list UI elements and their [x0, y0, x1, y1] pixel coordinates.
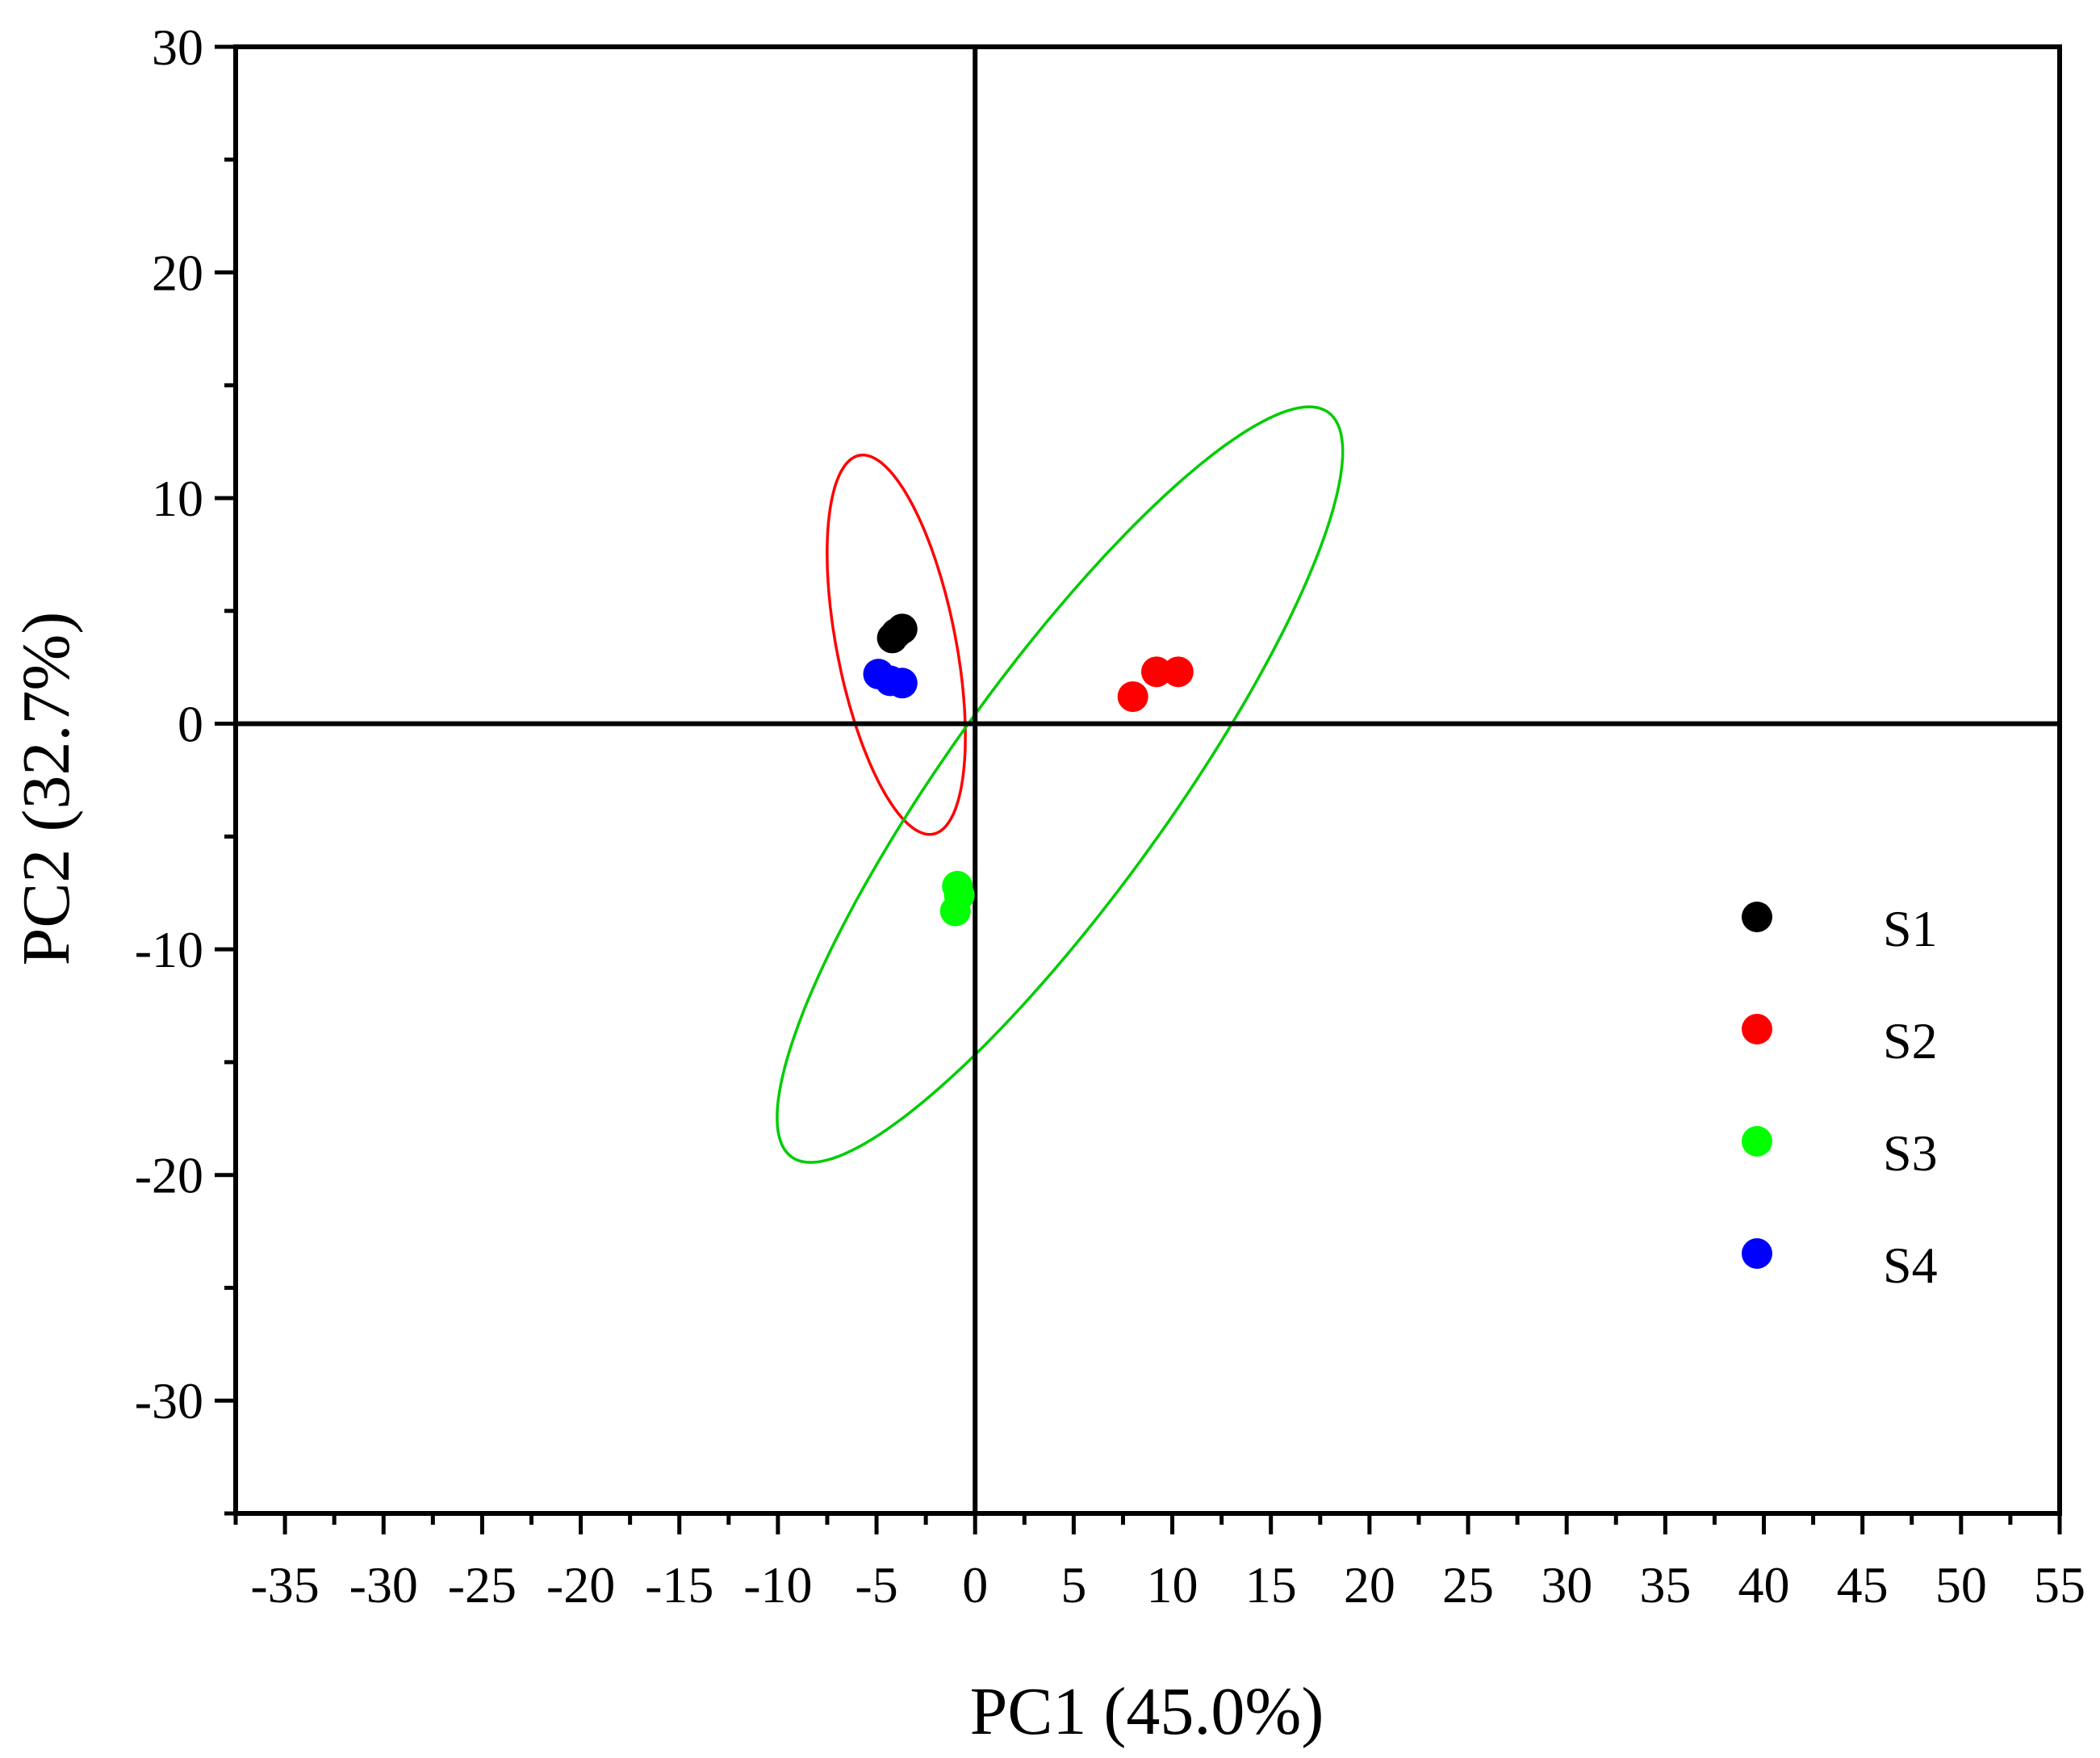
- y-tick-label: 10: [152, 470, 203, 527]
- y-axis-title: PC2 (32.7%): [9, 612, 84, 966]
- x-tick-label: -35: [250, 1556, 319, 1614]
- y-tick-label: 0: [178, 696, 203, 753]
- legend-marker-s4: [1742, 1238, 1772, 1269]
- legend-label-s3: S3: [1883, 1124, 1938, 1182]
- x-tick-label: -10: [743, 1556, 812, 1614]
- legend-marker-s1: [1742, 902, 1772, 932]
- y-tick-label: 20: [152, 245, 203, 302]
- confidence-ellipses: [776, 405, 1345, 1164]
- x-tick-label: 0: [962, 1556, 988, 1614]
- x-tick-label: 30: [1541, 1556, 1592, 1614]
- y-tick-label: -10: [135, 921, 203, 978]
- point-s3: [943, 880, 975, 911]
- y-tick-label: 30: [152, 19, 203, 76]
- axis-ticks: -35 -30 -25 -20 -15 -10 -5 0 5 10 15 20 25 30 35 40 45 50…: [135, 19, 2085, 1614]
- legend-label-s2: S2: [1883, 1012, 1938, 1069]
- x-tick-label: 10: [1147, 1556, 1199, 1614]
- x-tick-label: 45: [1837, 1556, 1889, 1614]
- x-tick-label: -25: [448, 1556, 517, 1614]
- x-tick-label: -5: [855, 1556, 897, 1614]
- x-tick-label: 25: [1442, 1556, 1494, 1614]
- point-s4: [886, 668, 918, 699]
- point-s1: [881, 617, 912, 649]
- x-tick-label: 15: [1245, 1556, 1297, 1614]
- y-tick-label: -30: [135, 1372, 203, 1429]
- legend-label-s4: S4: [1883, 1237, 1938, 1294]
- point-s2: [1117, 681, 1148, 713]
- x-tick-label: 50: [1935, 1556, 1987, 1614]
- y-tick-label: -20: [135, 1147, 203, 1204]
- x-tick-label: 40: [1738, 1556, 1790, 1614]
- point-s2: [1140, 656, 1172, 688]
- x-tick-label: 5: [1060, 1556, 1086, 1614]
- data-points: [863, 613, 1194, 927]
- legend-marker-s2: [1742, 1014, 1772, 1044]
- plot-frame: [233, 44, 2062, 1516]
- x-tick-label: -30: [349, 1556, 418, 1614]
- x-tick-label: 55: [2034, 1556, 2085, 1614]
- confidence-ellipse-1: [826, 454, 967, 836]
- confidence-ellipse-2: [776, 405, 1345, 1164]
- plot-border: [233, 44, 2062, 1516]
- legend-marker-s3: [1742, 1126, 1772, 1157]
- legend: S1 S2 S3 S4: [1742, 900, 1938, 1294]
- x-tick-label: 20: [1344, 1556, 1395, 1614]
- x-tick-label: -15: [645, 1556, 713, 1614]
- x-axis-title: PC1 (45.0%): [970, 1674, 1324, 1749]
- point-s2: [1162, 656, 1194, 688]
- zero-reference-lines: [236, 47, 2060, 1513]
- x-tick-label: 35: [1639, 1556, 1691, 1614]
- x-tick-label: -20: [546, 1556, 615, 1614]
- legend-label-s1: S1: [1883, 900, 1938, 957]
